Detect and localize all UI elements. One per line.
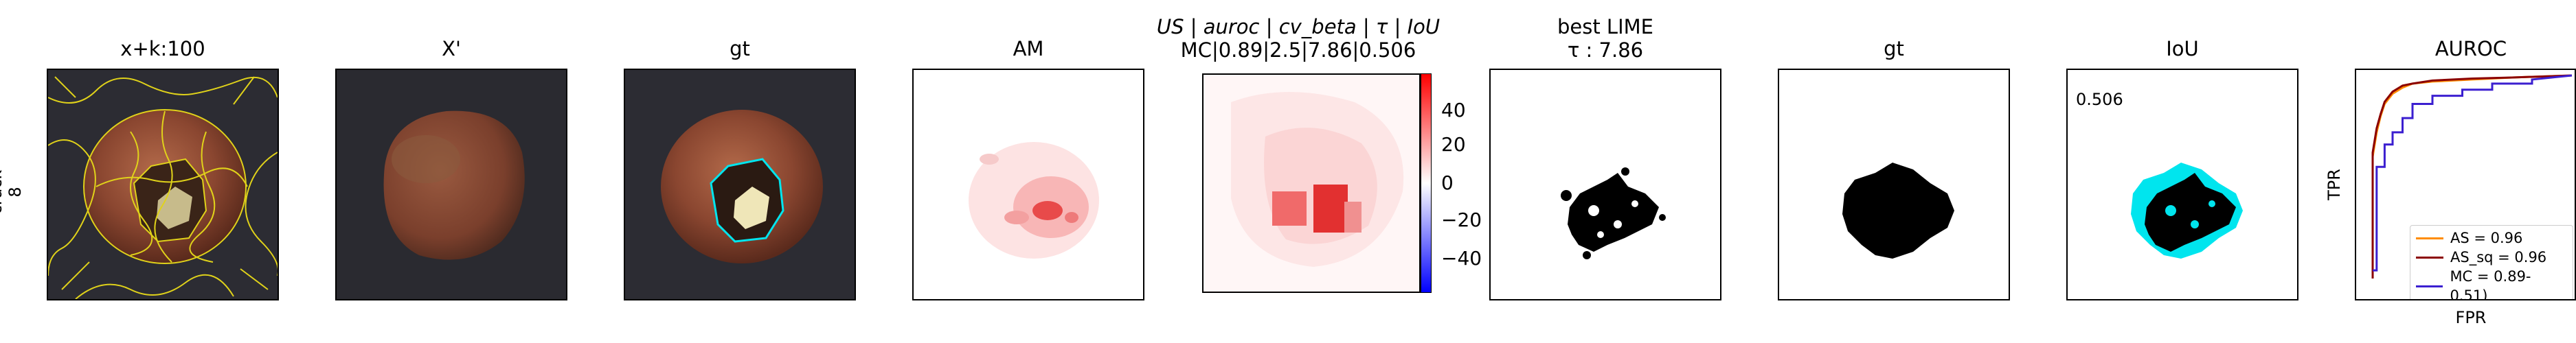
panel-title-input-kmeans: x+k:100 [120,37,205,60]
row-label: crack 8 [0,165,25,220]
panel-title-best-lime-line1: best LIME [1557,15,1653,38]
iou-holes [2165,200,2215,228]
blurred-highlight [392,135,460,183]
chart-title: AUROC [2434,37,2507,60]
legend-swatch-as [2416,237,2443,239]
superpixel-boundaries [48,76,278,299]
iou-overlap-region [2145,173,2236,252]
us-heatmap-heat [1204,75,1419,292]
legend-item-mc: MC = 0.89-0.51) [2416,267,2567,300]
colorbar [1421,73,1432,293]
gt-contour [710,158,784,243]
roc-legend: AS = 0.96 AS_sq = 0.96 MC = 0.89-0.51) [2410,225,2573,300]
us-heatmap-image [1202,73,1421,293]
reconstruction-image [335,69,567,300]
row-label-line1: crack [0,169,5,215]
auroc-plot-area: AS = 0.96 AS_sq = 0.96 MC = 0.89-0.51) [2355,69,2576,300]
legend-swatch-as-sq [2416,256,2443,259]
legend-item-as: AS = 0.96 [2416,228,2567,248]
colorbar-tick-neg40: −40 [1441,247,1482,270]
best-lime-mask-image [1489,69,1721,300]
roc-curves [2371,74,2573,279]
legend-item-as-sq: AS_sq = 0.96 [2416,248,2567,267]
gt-mask [1842,163,1954,259]
colorbar-tick-20: 20 [1441,133,1466,156]
panel-title-iou: IoU [2166,37,2199,60]
panel-title-am: AM [1013,37,1044,60]
lime-mask-holes [1588,200,1638,238]
anomaly-map-image [912,69,1144,300]
colorbar-tick-neg20: −20 [1441,209,1482,231]
blurred-hazelnut [383,110,525,260]
panel-title-reconstruction: X' [442,37,461,60]
legend-label-mc: MC = 0.89-0.51) [2450,268,2531,300]
row-label-line2: 8 [5,187,25,198]
gt-overlay-image [624,69,856,300]
panel-title-gt-mask: gt [1884,37,1904,60]
gt-mask-image [1778,69,2010,300]
iou-image: 0.506 [2066,69,2298,300]
roc-line-as-sq [2371,74,2573,279]
crack-highlight [157,187,192,229]
colorbar-tick-0: 0 [1441,172,1454,194]
input-superpixel-image [47,69,279,300]
legend-label-as: AS = 0.96 [2450,230,2523,246]
y-axis-label: TPR [2325,169,2344,200]
x-axis-label: FPR [2455,308,2487,327]
iou-value: 0.506 [2076,90,2123,109]
panel-title-gt-overlay: gt [730,37,750,60]
legend-swatch-mc [2416,285,2443,287]
colorbar-tick-40: 40 [1441,99,1466,121]
roc-line-mc [2373,74,2573,272]
lime-mask [1561,167,1666,259]
panel-title-us-line2: MC|0.89|2.5|7.86|0.506 [1180,38,1416,62]
crack-highlight [734,187,769,229]
panel-title-best-lime-line2: τ : 7.86 [1567,38,1644,62]
panel-title-us-line1: US | auroc | cv_beta | τ | IoU [1156,15,1440,38]
anomaly-map-heat [969,142,1099,259]
legend-label-as-sq: AS_sq = 0.96 [2450,249,2547,265]
